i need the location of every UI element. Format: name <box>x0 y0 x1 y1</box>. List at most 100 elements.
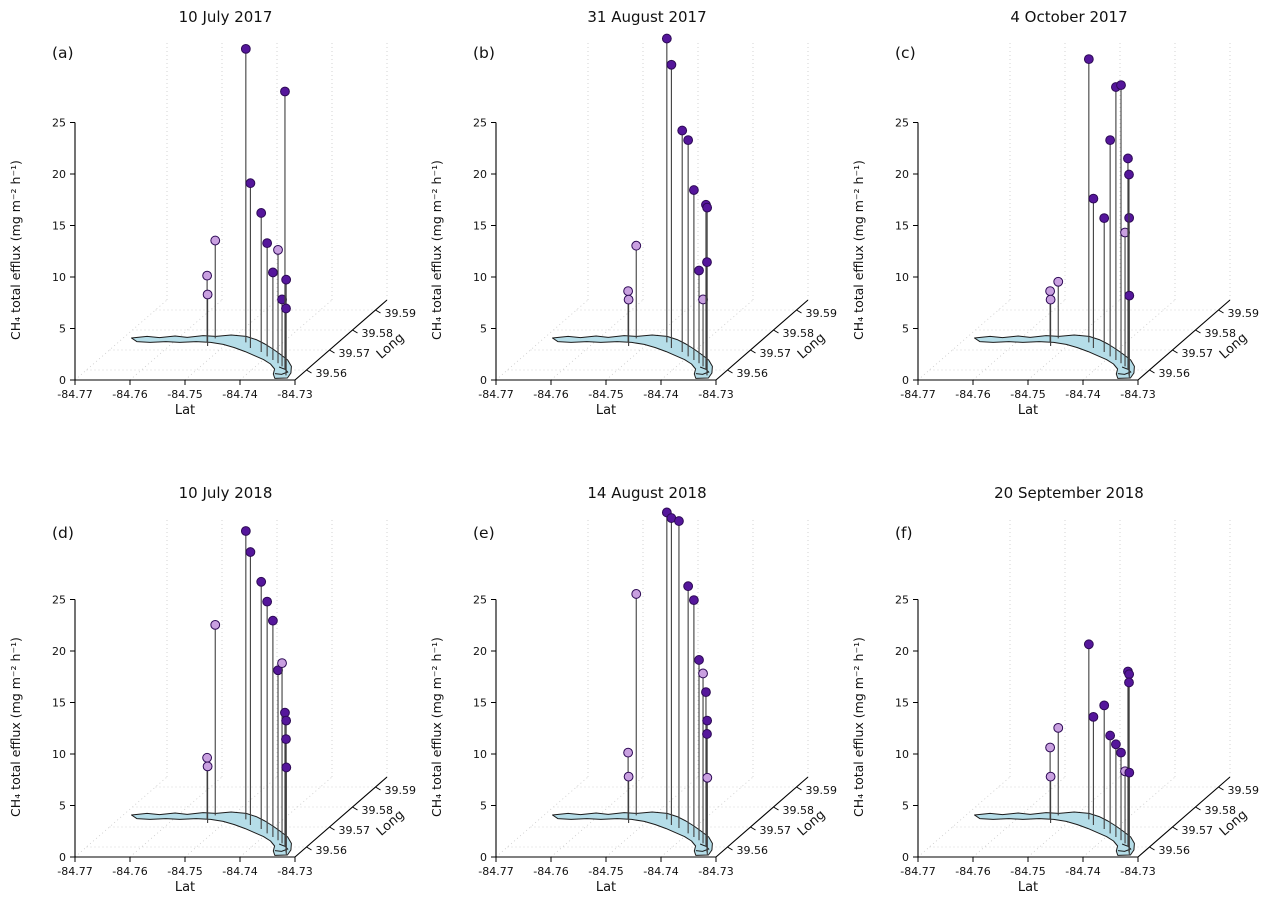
z-tick-label: 25 <box>895 594 909 607</box>
panel-c-plot: -84.77-84.76-84.75-84.74-84.730510152025… <box>843 0 1264 430</box>
panel-b: 31 August 2017 (b) -84.77-84.76-84.75-84… <box>421 0 843 454</box>
data-point <box>695 656 704 665</box>
depth-tick <box>1219 787 1224 790</box>
data-point <box>1125 768 1134 777</box>
data-point <box>282 763 291 772</box>
panel-title: 14 August 2018 <box>461 484 833 502</box>
data-point <box>263 239 272 248</box>
z-axis-title: CH₄ total efflux (mg m⁻² h⁻¹) <box>851 637 866 817</box>
x-tick-label: -84.74 <box>643 865 678 878</box>
z-axis-title: CH₄ total efflux (mg m⁻² h⁻¹) <box>8 637 23 817</box>
z-tick-label: 10 <box>895 748 909 761</box>
depth-tick <box>728 370 733 373</box>
data-point <box>703 716 712 725</box>
z-tick-label: 5 <box>59 323 66 336</box>
depth-tick-label: 39.57 <box>339 347 371 360</box>
data-point <box>246 179 255 188</box>
z-tick-label: 20 <box>52 168 66 181</box>
data-point <box>1125 670 1134 679</box>
data-point <box>684 582 693 591</box>
data-point <box>1054 277 1063 286</box>
z-tick-label: 10 <box>473 748 487 761</box>
data-point <box>1046 743 1055 752</box>
data-point <box>684 136 693 145</box>
panel-f: 20 September 2018 (f) -84.77-84.76-84.75… <box>843 454 1265 908</box>
x-tick-label: -84.75 <box>588 865 623 878</box>
depth-tick-label: 39.56 <box>1159 367 1191 380</box>
data-point <box>703 773 712 782</box>
depth-tick-label: 39.56 <box>737 844 769 857</box>
x-tick-label: -84.75 <box>167 865 202 878</box>
data-point <box>690 596 699 605</box>
depth-tick <box>774 330 779 333</box>
panel-title: 31 August 2017 <box>461 8 833 26</box>
z-tick-label: 0 <box>902 851 909 864</box>
data-point <box>263 597 272 606</box>
data-point <box>1089 194 1098 203</box>
z-tick-label: 15 <box>52 220 66 233</box>
z-tick-label: 25 <box>895 117 909 130</box>
data-point <box>1106 731 1115 740</box>
depth-tick <box>353 330 358 333</box>
x-axis-title: Lat <box>1018 880 1038 895</box>
data-point <box>1100 701 1109 710</box>
panel-letter: (d) <box>52 524 74 542</box>
depth-tick <box>1173 827 1178 830</box>
x-tick-label: -84.76 <box>112 865 147 878</box>
z-tick-label: 20 <box>52 645 66 658</box>
depth-tick-label: 39.57 <box>760 824 792 837</box>
x-tick-label: -84.77 <box>57 865 92 878</box>
z-axis-title: CH₄ total efflux (mg m⁻² h⁻¹) <box>429 160 444 340</box>
depth-tick <box>1219 310 1224 313</box>
data-point <box>1046 287 1055 296</box>
x-axis-title: Lat <box>1018 403 1038 418</box>
data-point <box>662 34 671 43</box>
data-point <box>1046 295 1055 304</box>
data-point <box>1117 748 1126 757</box>
data-point <box>624 772 633 781</box>
x-tick-label: -84.74 <box>222 388 257 401</box>
z-tick-label: 10 <box>52 748 66 761</box>
depth-tick-label: 39.59 <box>806 784 838 797</box>
z-tick-label: 15 <box>895 697 909 710</box>
z-tick-label: 10 <box>895 271 909 284</box>
data-point <box>257 577 266 586</box>
depth-tick-label: 39.57 <box>1182 824 1214 837</box>
data-point <box>269 268 278 277</box>
panel-e: 14 August 2018 (e) -84.77-84.76-84.75-84… <box>421 454 843 908</box>
z-tick-label: 20 <box>895 645 909 658</box>
depth-tick-label: 39.59 <box>385 784 417 797</box>
depth-tick <box>307 847 312 850</box>
data-point <box>632 590 641 599</box>
depth-tick <box>353 807 358 810</box>
x-tick-label: -84.73 <box>1120 865 1155 878</box>
x-tick-label: -84.76 <box>955 388 990 401</box>
depth-tick <box>330 350 335 353</box>
depth-tick <box>1173 350 1178 353</box>
x-tick-label: -84.75 <box>167 388 202 401</box>
data-point <box>278 659 287 668</box>
data-point <box>241 527 250 536</box>
z-tick-label: 5 <box>902 323 909 336</box>
data-point <box>624 748 633 757</box>
panel-letter: (b) <box>473 44 495 62</box>
depth-tick <box>751 827 756 830</box>
z-tick-label: 15 <box>473 697 487 710</box>
data-point <box>281 708 290 717</box>
depth-tick <box>728 847 733 850</box>
data-point <box>699 669 708 678</box>
x-tick-label: -84.74 <box>222 865 257 878</box>
data-point <box>667 60 676 69</box>
depth-tick-label: 39.56 <box>316 367 348 380</box>
data-point <box>703 258 712 267</box>
panel-letter: (c) <box>895 44 916 62</box>
x-tick-label: -84.77 <box>900 865 935 878</box>
z-tick-label: 20 <box>473 645 487 658</box>
data-point <box>1125 678 1134 687</box>
data-point <box>690 186 699 195</box>
data-point <box>1046 772 1055 781</box>
depth-tick <box>307 370 312 373</box>
z-tick-label: 20 <box>473 168 487 181</box>
data-point <box>203 290 212 299</box>
x-tick-label: -84.74 <box>1065 865 1100 878</box>
